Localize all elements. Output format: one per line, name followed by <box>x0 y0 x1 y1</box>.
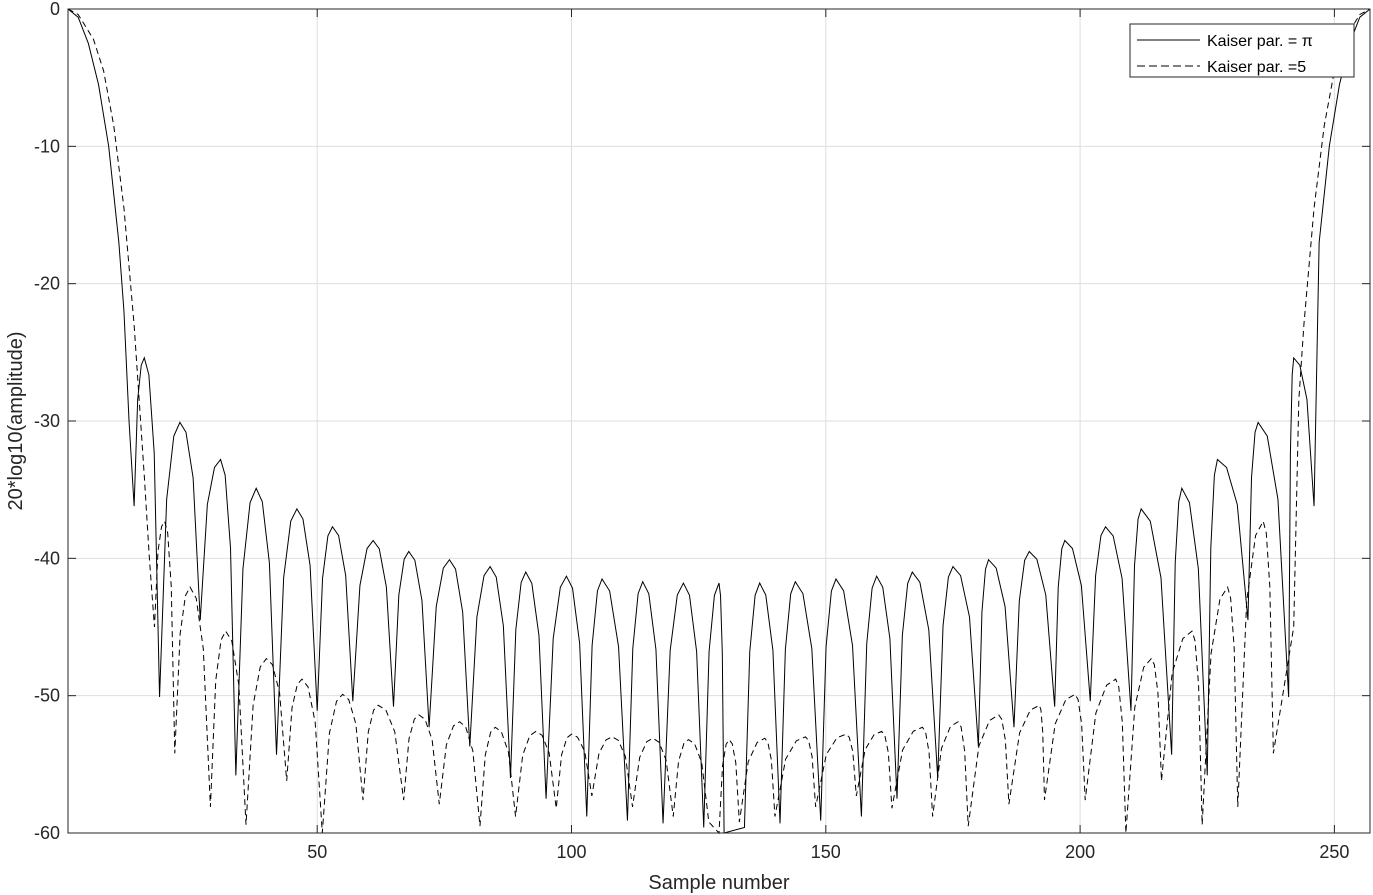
y-tick-label: -40 <box>34 548 60 568</box>
x-tick-label: 200 <box>1065 842 1095 862</box>
y-tick-label: -10 <box>34 136 60 156</box>
y-tick-label: 0 <box>50 0 60 19</box>
series-line-1 <box>67 8 1371 834</box>
legend-entry-series-2: Kaiser par. =5 <box>1207 59 1306 76</box>
grid-lines <box>68 8 1370 834</box>
x-tick-label: 150 <box>811 842 841 862</box>
x-tick-label: 50 <box>307 842 327 862</box>
x-tick-label: 250 <box>1319 842 1349 862</box>
legend-entry-series-1: Kaiser par. = π <box>1207 33 1313 50</box>
tick-labels: 50 100 150 200 250 0 -10 -20 -30 -40 -50 -60 <box>34 0 1349 862</box>
y-axis-label: 20*log10(amplitude) <box>5 331 27 510</box>
series-line-2 <box>67 8 1371 835</box>
x-axis-label: Sample number <box>648 872 790 894</box>
y-tick-label: -30 <box>34 411 60 431</box>
y-tick-label: -20 <box>34 274 60 294</box>
y-tick-label: -60 <box>34 823 60 843</box>
legend: Kaiser par. = π Kaiser par. =5 <box>1129 23 1355 78</box>
legend-box <box>1129 23 1355 78</box>
series-lines <box>67 8 1371 835</box>
y-tick-label: -50 <box>34 686 60 706</box>
x-tick-label: 100 <box>556 842 586 862</box>
ticks <box>68 8 1370 834</box>
